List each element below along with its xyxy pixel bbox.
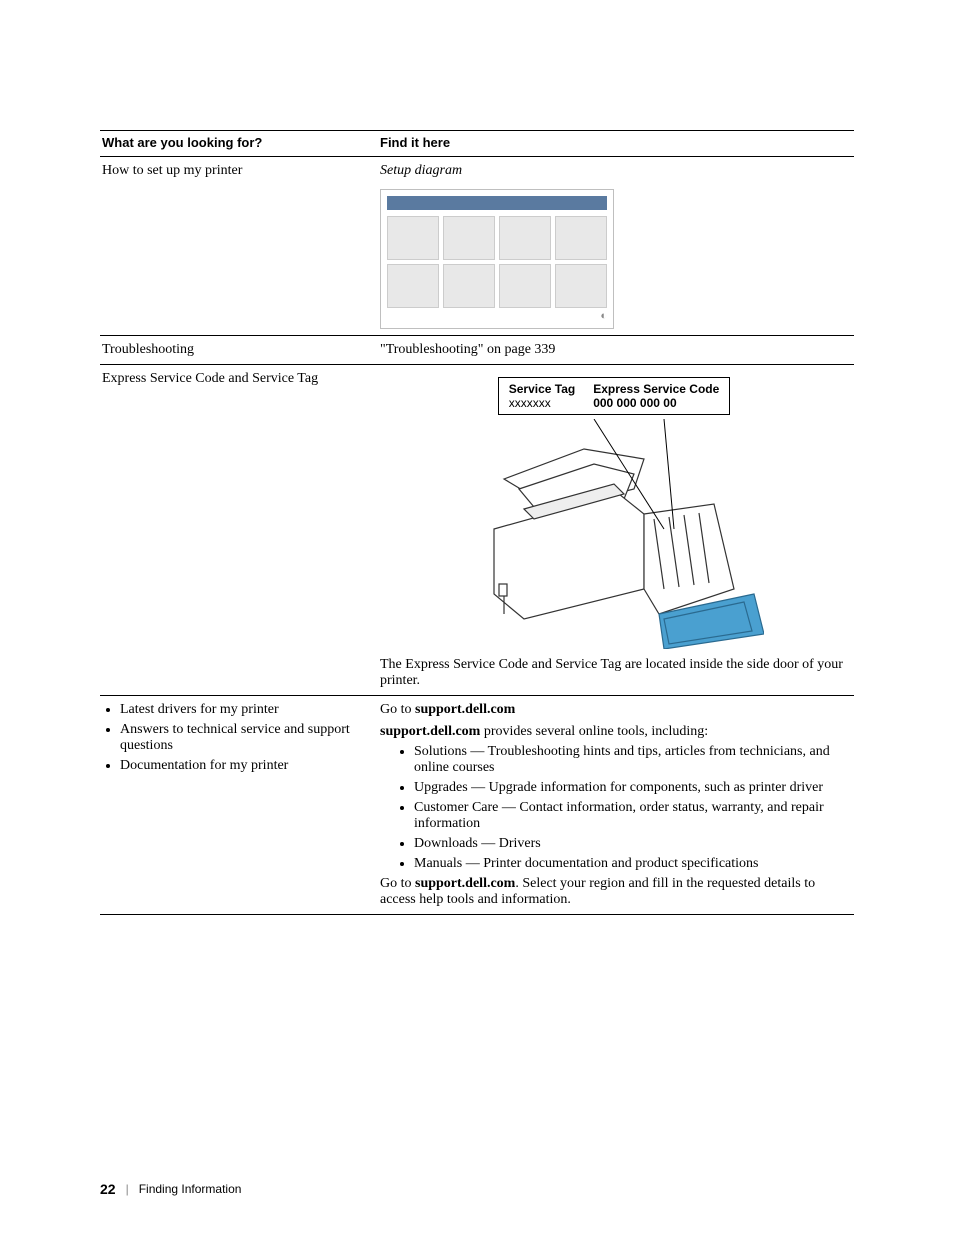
printer-illustration bbox=[464, 419, 764, 649]
final-prefix: Go to bbox=[380, 876, 415, 891]
list-item: Answers to technical service and support… bbox=[120, 722, 372, 754]
service-tag-value: xxxxxxx bbox=[509, 396, 575, 410]
row4-left: Latest drivers for my printer Answers to… bbox=[100, 696, 378, 915]
express-code-value: 000 000 000 00 bbox=[593, 396, 719, 410]
row3-left: Express Service Code and Service Tag bbox=[100, 365, 378, 696]
list-item: Solutions — Troubleshooting hints and ti… bbox=[414, 744, 848, 776]
service-tag-label: Service Tag bbox=[509, 382, 575, 396]
table-row: Troubleshooting "Troubleshooting" on pag… bbox=[100, 336, 854, 365]
page-footer: 22 | Finding Information bbox=[100, 1181, 241, 1197]
row4-right: Go to support.dell.com support.dell.com … bbox=[378, 696, 854, 915]
list-item: Documentation for my printer bbox=[120, 758, 372, 774]
intro-suffix: provides several online tools, including… bbox=[480, 724, 708, 739]
setup-diagram-title: Setup diagram bbox=[380, 163, 848, 179]
list-item: Manuals — Printer documentation and prod… bbox=[414, 856, 848, 872]
footer-divider: | bbox=[126, 1182, 129, 1196]
row3-right: Service Tag xxxxxxx Express Service Code… bbox=[378, 365, 854, 696]
list-item: Downloads — Drivers bbox=[414, 836, 848, 852]
section-title: Finding Information bbox=[139, 1182, 242, 1196]
table-row: How to set up my printer Setup diagram ◐ bbox=[100, 157, 854, 336]
info-table: What are you looking for? Find it here H… bbox=[100, 130, 854, 915]
row1-left: How to set up my printer bbox=[100, 157, 378, 336]
support-url-3: support.dell.com bbox=[415, 876, 515, 891]
row2-left: Troubleshooting bbox=[100, 336, 378, 365]
setup-diagram-thumbnail: ◐ bbox=[380, 189, 614, 329]
list-item: Latest drivers for my printer bbox=[120, 702, 372, 718]
header-right: Find it here bbox=[378, 131, 854, 157]
express-code-label: Express Service Code bbox=[593, 382, 719, 396]
row1-right: Setup diagram ◐ bbox=[378, 157, 854, 336]
page-number: 22 bbox=[100, 1181, 116, 1197]
tools-list: Solutions — Troubleshooting hints and ti… bbox=[380, 744, 848, 872]
row2-right: "Troubleshooting" on page 339 bbox=[378, 336, 854, 365]
support-url-2: support.dell.com bbox=[380, 724, 480, 739]
list-item: Upgrades — Upgrade information for compo… bbox=[414, 780, 848, 796]
printer-figure: Service Tag xxxxxxx Express Service Code… bbox=[380, 377, 848, 649]
list-item: Customer Care — Contact information, ord… bbox=[414, 800, 848, 832]
table-row: Latest drivers for my printer Answers to… bbox=[100, 696, 854, 915]
support-url: support.dell.com bbox=[415, 702, 515, 717]
goto-prefix: Go to bbox=[380, 702, 415, 717]
row3-caption: The Express Service Code and Service Tag… bbox=[380, 657, 848, 689]
table-row: Express Service Code and Service Tag Ser… bbox=[100, 365, 854, 696]
header-left: What are you looking for? bbox=[100, 131, 378, 157]
